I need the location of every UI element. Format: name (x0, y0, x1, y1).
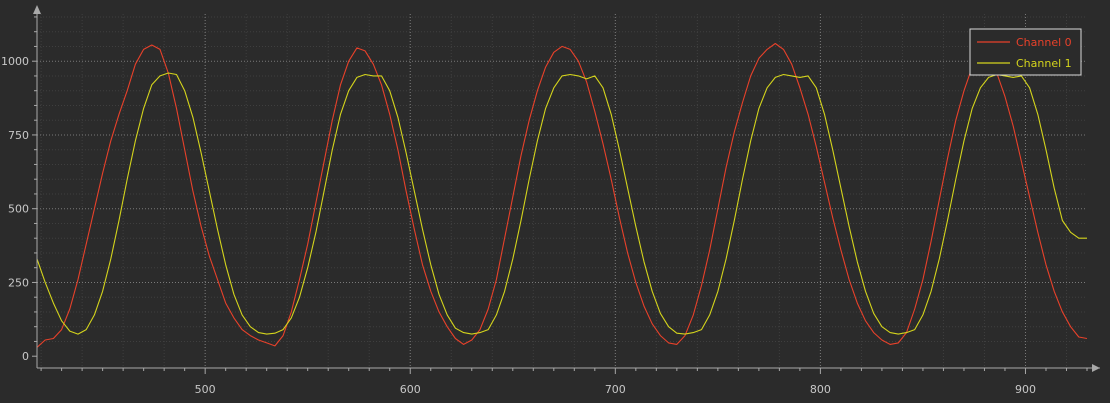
y-tick-label: 250 (8, 276, 29, 289)
legend: Channel 0 Channel 1 (969, 28, 1082, 76)
major-grid (37, 14, 1087, 368)
axes (32, 5, 1100, 374)
series-layer (37, 42, 1087, 348)
legend-label-channel-0: Channel 0 (1016, 36, 1072, 49)
x-axis-arrow-icon (1092, 364, 1100, 372)
x-tick-label: 500 (195, 383, 216, 396)
y-axis-arrow-icon (33, 5, 41, 14)
series-line-channel-1 (37, 72, 1087, 335)
y-tick-label: 1000 (1, 55, 29, 68)
x-tick-label: 900 (1015, 383, 1036, 396)
series-line-channel-0 (37, 42, 1087, 348)
x-tick-label: 800 (810, 383, 831, 396)
x-tick-label: 700 (605, 383, 626, 396)
legend-box (969, 28, 1082, 76)
tick-labels: 500 600 700 800 900 0 250 500 750 1000 (1, 55, 1036, 396)
y-tick-label: 500 (8, 203, 29, 216)
legend-label-channel-1: Channel 1 (1016, 57, 1072, 70)
y-tick-label: 750 (8, 129, 29, 142)
x-tick-label: 600 (400, 383, 421, 396)
y-tick-label: 0 (22, 350, 29, 363)
minor-grid (37, 14, 1087, 368)
